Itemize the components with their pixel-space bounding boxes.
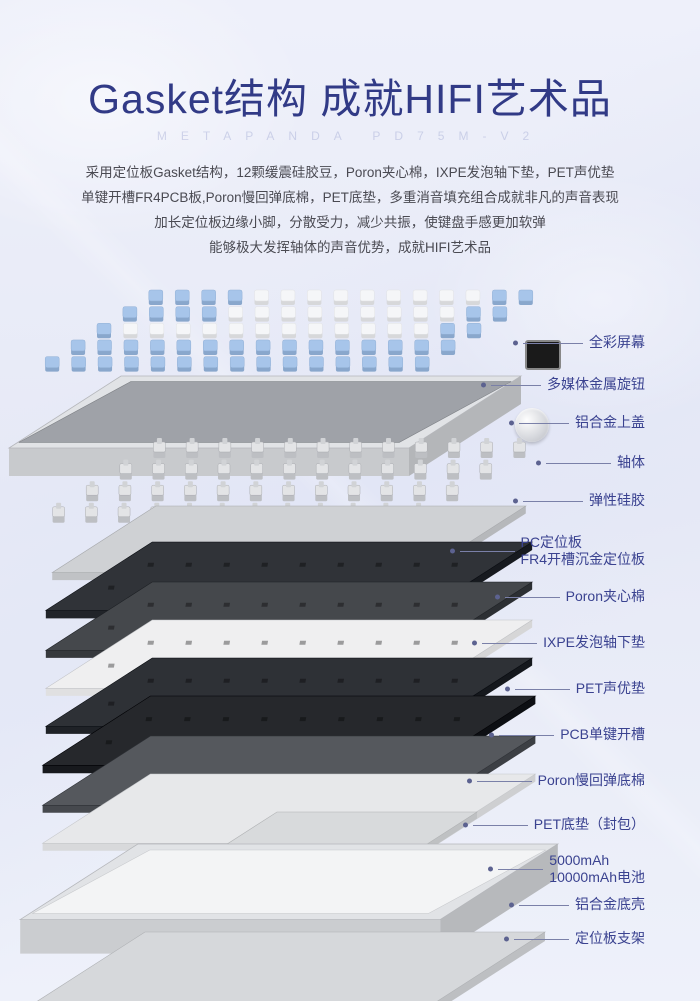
leader-line [514,939,569,940]
leader-line [477,781,532,782]
label-text: PC定位板FR4开槽沉金定位板 [515,534,645,569]
leader-dot [488,867,493,872]
label-row: 轴体 [611,454,645,472]
content-container: Gasket结构 成就HIFI艺术品 METAPANDA PD75M-V2 采用… [0,0,700,996]
leader-line [523,343,583,344]
leader-dot [509,420,514,425]
label-text: 铝合金上盖 [569,414,645,432]
leader-dot [536,460,541,465]
leader-dot [481,382,486,387]
leader-line [515,689,570,690]
label-row: 全彩屏幕 [583,334,645,352]
leader-dot [495,594,500,599]
leader-line [499,735,554,736]
label-row: 铝合金上盖 [569,414,645,432]
label-text: Poron慢回弹底棉 [532,772,645,790]
label-row: PET底垫（封包） [528,816,645,834]
description-block: 采用定位板Gasket结构，12颗缓震硅胶豆，Poron夹心棉，IXPE发泡轴下… [55,161,645,261]
label-row: 弹性硅胶 [583,492,645,510]
label-row: IXPE发泡轴下垫 [537,634,645,652]
label-row: PC定位板FR4开槽沉金定位板 [515,534,645,569]
leader-dot [504,936,509,941]
layer-stack [75,296,505,996]
label-row: 铝合金底壳 [569,896,645,914]
label-text-line2: 10000mAh电池 [549,869,645,887]
leader-line [498,869,543,870]
leader-line [491,385,541,386]
description-line: 单键开槽FR4PCB板,Poron慢回弹底棉，PET底垫，多重消音填充组合成就非… [55,186,645,211]
label-row: Poron夹心棉 [560,588,645,606]
leader-line [482,643,537,644]
label-row: PCB单键开槽 [554,726,645,744]
leader-dot [513,498,518,503]
label-row: PET声优垫 [570,680,645,698]
leader-dot [489,732,494,737]
label-text: IXPE发泡轴下垫 [537,634,645,652]
leader-line [505,597,560,598]
leader-line [460,551,515,552]
label-text: 铝合金底壳 [569,896,645,914]
leader-dot [509,902,514,907]
layer-bracket [33,932,547,1001]
label-text: Poron夹心棉 [560,588,645,606]
label-text: 全彩屏幕 [583,334,645,352]
main-title: Gasket结构 成就HIFI艺术品 [55,65,645,125]
leader-line [519,423,569,424]
description-line: 加长定位板边缘小脚，分散受力，减少共振，使键盘手感更加软弹 [55,211,645,236]
leader-dot [505,686,510,691]
label-text-line2: FR4开槽沉金定位板 [521,551,645,569]
label-text: 弹性硅胶 [583,492,645,510]
description-line: 能够极大发挥轴体的声音优势，成就HIFI艺术品 [55,236,645,261]
label-text: PET底垫（封包） [528,816,645,834]
label-row: 5000mAh10000mAh电池 [543,852,645,887]
leader-line [546,463,611,464]
leader-line [523,501,583,502]
label-text: PCB单键开槽 [554,726,645,744]
leader-dot [450,549,455,554]
label-text: 多媒体金属旋钮 [541,376,645,394]
ghost-subtitle: METAPANDA PD75M-V2 [55,129,645,143]
display-chip [525,340,561,370]
label-row: 多媒体金属旋钮 [541,376,645,394]
leader-dot [513,340,518,345]
leader-dot [463,822,468,827]
exploded-diagram: 全彩屏幕多媒体金属旋钮铝合金上盖轴体弹性硅胶 PC定位板FR4开槽沉金定位板 Por… [55,296,645,996]
label-text: 5000mAh10000mAh电池 [543,852,645,887]
leader-line [519,905,569,906]
label-row: 定位板支架 [569,930,645,948]
label-text: 定位板支架 [569,930,645,948]
label-row: Poron慢回弹底棉 [532,772,645,790]
label-text: PET声优垫 [570,680,645,698]
leader-dot [472,640,477,645]
label-text: 轴体 [611,454,645,472]
leader-line [473,825,528,826]
description-line: 采用定位板Gasket结构，12颗缓震硅胶豆，Poron夹心棉，IXPE发泡轴下… [55,161,645,186]
leader-dot [467,778,472,783]
